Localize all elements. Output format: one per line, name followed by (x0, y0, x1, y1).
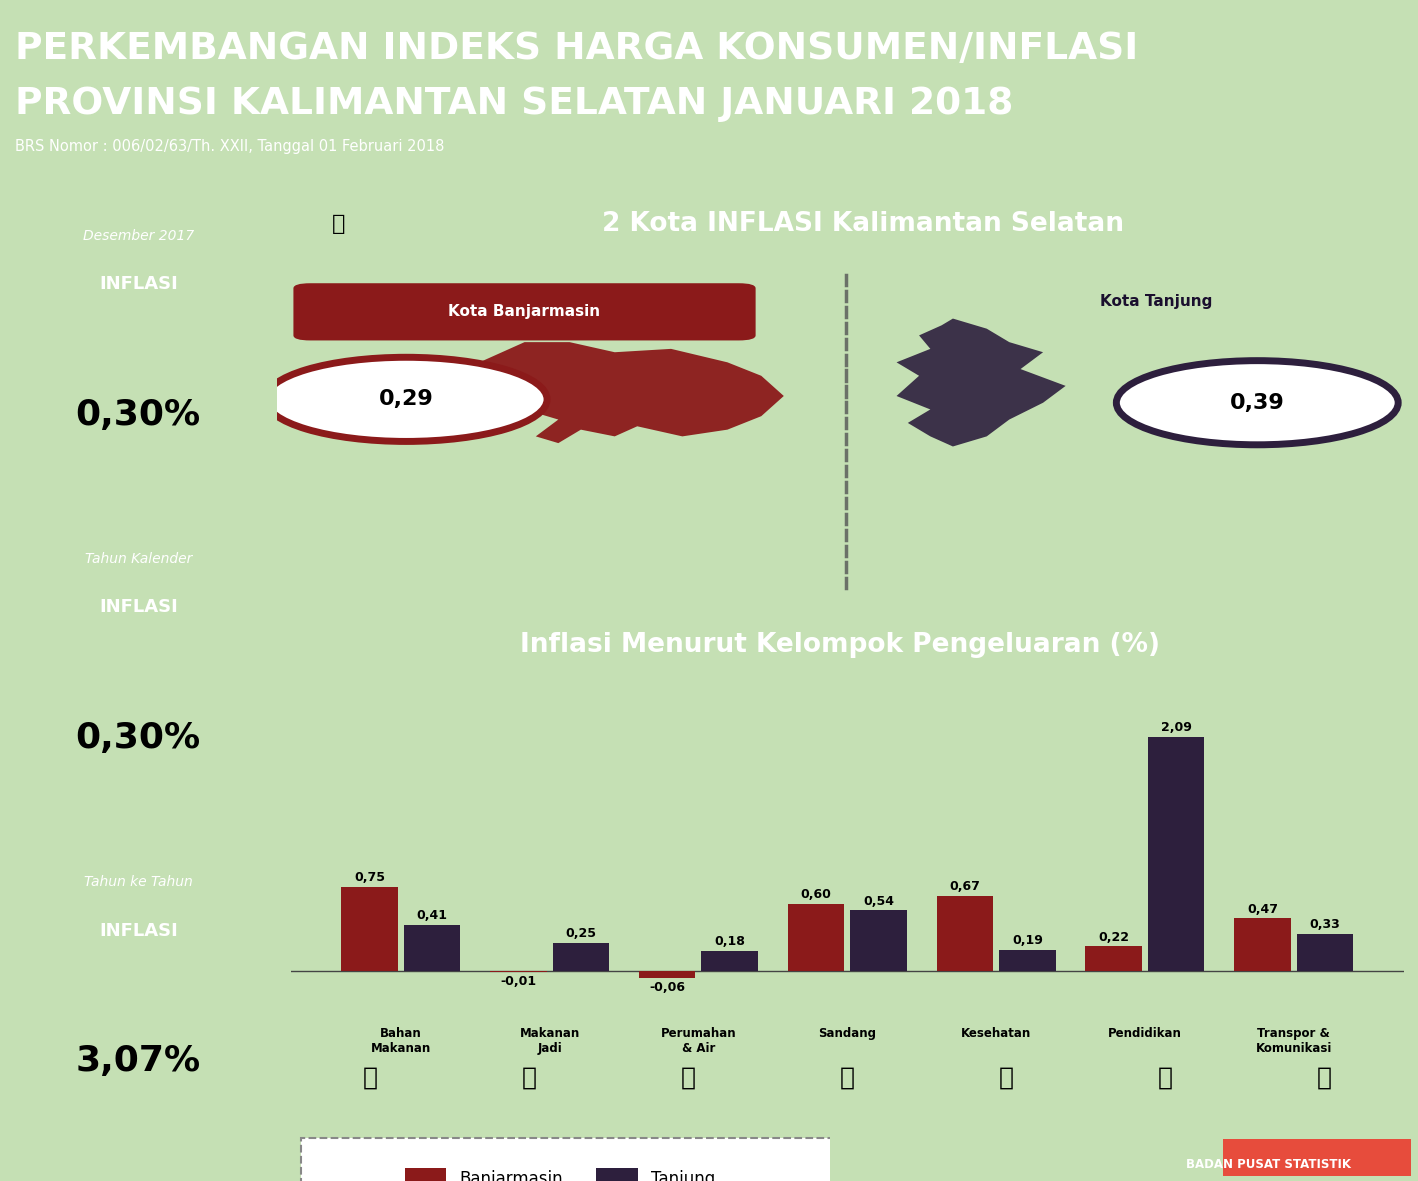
Text: 3,07%: 3,07% (75, 1044, 201, 1078)
Bar (702, 951, 759, 971)
Circle shape (265, 358, 547, 442)
Text: 0,54: 0,54 (864, 895, 893, 908)
Bar (1000, 950, 1055, 971)
Circle shape (1116, 360, 1398, 445)
Text: PERKEMBANGAN INDEKS HARGA KONSUMEN/INFLASI: PERKEMBANGAN INDEKS HARGA KONSUMEN/INFLA… (16, 31, 1139, 67)
Text: 0,18: 0,18 (715, 935, 744, 948)
Text: 🏠: 🏠 (681, 1065, 696, 1090)
Text: 0,30%: 0,30% (75, 398, 201, 432)
Text: -0,01: -0,01 (501, 976, 536, 988)
FancyBboxPatch shape (1086, 0, 1418, 308)
Text: 🥗: 🥗 (363, 1065, 377, 1090)
Text: -0,06: -0,06 (649, 980, 685, 993)
Text: Kota Tanjung: Kota Tanjung (1099, 294, 1212, 309)
Text: 👗: 👗 (839, 1065, 855, 1090)
Text: 0,60: 0,60 (801, 888, 831, 901)
Bar (788, 903, 844, 971)
Text: 0,19: 0,19 (1012, 934, 1042, 947)
Text: INFLASI: INFLASI (99, 275, 177, 293)
Text: 0,30%: 0,30% (75, 722, 201, 755)
FancyBboxPatch shape (294, 283, 756, 340)
Text: 📡: 📡 (1317, 1065, 1332, 1090)
Text: 0,39: 0,39 (1229, 393, 1285, 412)
Text: BADAN PUSAT STATISTIK: BADAN PUSAT STATISTIK (1185, 1159, 1350, 1172)
Legend: Banjarmasin, Tanjung: Banjarmasin, Tanjung (398, 1161, 722, 1181)
Text: 0,29: 0,29 (379, 390, 434, 410)
Text: 🎓: 🎓 (1157, 1065, 1173, 1090)
Text: 0,22: 0,22 (1098, 931, 1129, 944)
Text: Desember 2017: Desember 2017 (82, 229, 194, 242)
Text: BRS Nomor : 006/02/63/Th. XXII, Tanggal 01 Februari 2018: BRS Nomor : 006/02/63/Th. XXII, Tanggal … (16, 139, 444, 155)
Bar (851, 911, 906, 971)
Text: 0,41: 0,41 (417, 909, 448, 922)
Text: 0,75: 0,75 (354, 872, 386, 885)
Text: 💉: 💉 (998, 1065, 1014, 1090)
Text: INFLASI: INFLASI (99, 599, 177, 616)
Text: PROVINSI KALIMANTAN SELATAN JANUARI 2018: PROVINSI KALIMANTAN SELATAN JANUARI 2018 (16, 86, 1014, 122)
Text: 2,09: 2,09 (1161, 720, 1191, 733)
Text: 2 Kota INFLASI Kalimantan Selatan: 2 Kota INFLASI Kalimantan Selatan (601, 211, 1123, 237)
Bar (342, 887, 398, 971)
Bar (936, 896, 993, 971)
Polygon shape (445, 342, 784, 443)
Bar (1147, 737, 1204, 971)
Polygon shape (896, 319, 1066, 446)
Text: 0,67: 0,67 (950, 880, 980, 893)
Bar (404, 925, 461, 971)
Text: 0,25: 0,25 (566, 927, 597, 940)
FancyBboxPatch shape (302, 1138, 1418, 1181)
Bar (1234, 919, 1290, 971)
Text: 🗺: 🗺 (332, 214, 345, 234)
Bar (553, 942, 610, 971)
Text: Tahun Kalender: Tahun Kalender (85, 552, 191, 566)
Text: 0,33: 0,33 (1310, 919, 1340, 932)
Text: Inflasi Menurut Kelompok Pengeluaran (%): Inflasi Menurut Kelompok Pengeluaran (%) (520, 632, 1160, 658)
Text: INFLASI: INFLASI (99, 921, 177, 940)
Text: 0,47: 0,47 (1246, 902, 1278, 915)
Bar (1296, 934, 1353, 971)
FancyBboxPatch shape (1222, 1138, 1411, 1176)
Bar (1085, 946, 1141, 971)
Text: Tahun ke Tahun: Tahun ke Tahun (84, 875, 193, 888)
Text: Kota Banjarmasin: Kota Banjarmasin (448, 304, 601, 319)
Bar (640, 971, 695, 978)
Text: 🍜: 🍜 (522, 1065, 537, 1090)
